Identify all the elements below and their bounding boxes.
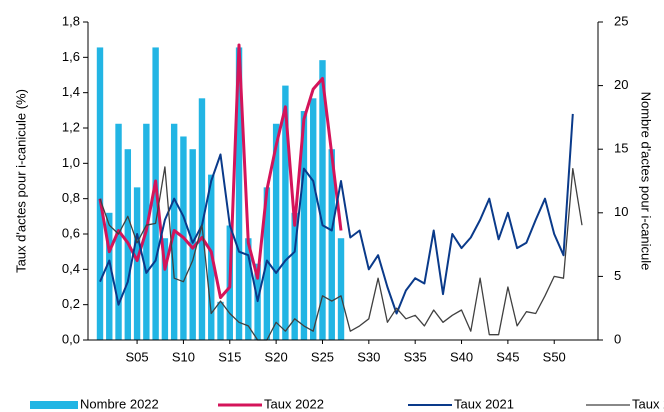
x-tick-label: S20 [265,349,288,364]
bar [235,47,243,340]
bar [319,60,326,340]
bar [189,149,196,340]
y-tick-label: 0,8 [62,190,80,205]
y-tick-label: 1,0 [62,155,80,170]
line-series [99,166,583,341]
y2-tick-label: 25 [614,13,628,28]
y-tick-label: 1,4 [62,84,80,99]
bar [282,85,289,340]
x-tick-label: S40 [450,349,473,364]
x-tick-label: S45 [496,349,519,364]
x-tick-label: S25 [311,349,334,364]
bar [161,238,169,340]
legend-swatch [30,401,78,409]
x-tick-label: S30 [357,349,380,364]
bar [106,212,113,340]
bar [133,187,141,340]
bar [272,123,280,340]
y-tick-label: 0,2 [62,296,80,311]
line-series [99,113,574,315]
legend-label: Taux 2022 [264,396,324,411]
legend-label: Taux 2020 [632,396,664,411]
y2-tick-label: 20 [614,77,628,92]
x-tick-label: S50 [543,349,566,364]
x-tick-label: S05 [126,349,149,364]
bar [291,212,298,340]
y2-tick-label: 15 [614,141,628,156]
bar [328,149,335,340]
y-tick-label: 0,0 [62,331,80,346]
y-tick-label: 1,2 [62,119,80,134]
y2-tick-label: 10 [614,204,628,219]
bar [337,238,345,340]
x-tick-label: S35 [404,349,427,364]
x-tick-label: S15 [218,349,241,364]
y-tick-label: 1,8 [62,13,80,28]
legend-label: Nombre 2022 [80,396,159,411]
y-tick-label: 0,4 [62,261,80,276]
y2-tick-label: 0 [614,331,621,346]
bar [198,98,206,340]
y-axis-title: Taux d'actes pour i-canicule (%) [13,89,28,273]
bar [217,301,224,340]
bar [310,98,317,340]
y-tick-label: 1,6 [62,49,80,64]
x-tick-label: S10 [172,349,195,364]
y2-axis-title: Nombre d'actes pour i-canicule [639,92,654,271]
bar [300,111,308,340]
bar [96,47,104,340]
legend-label: Taux 2021 [454,396,514,411]
bar [245,238,252,340]
y-tick-label: 0,6 [62,225,80,240]
y2-tick-label: 5 [614,268,621,283]
